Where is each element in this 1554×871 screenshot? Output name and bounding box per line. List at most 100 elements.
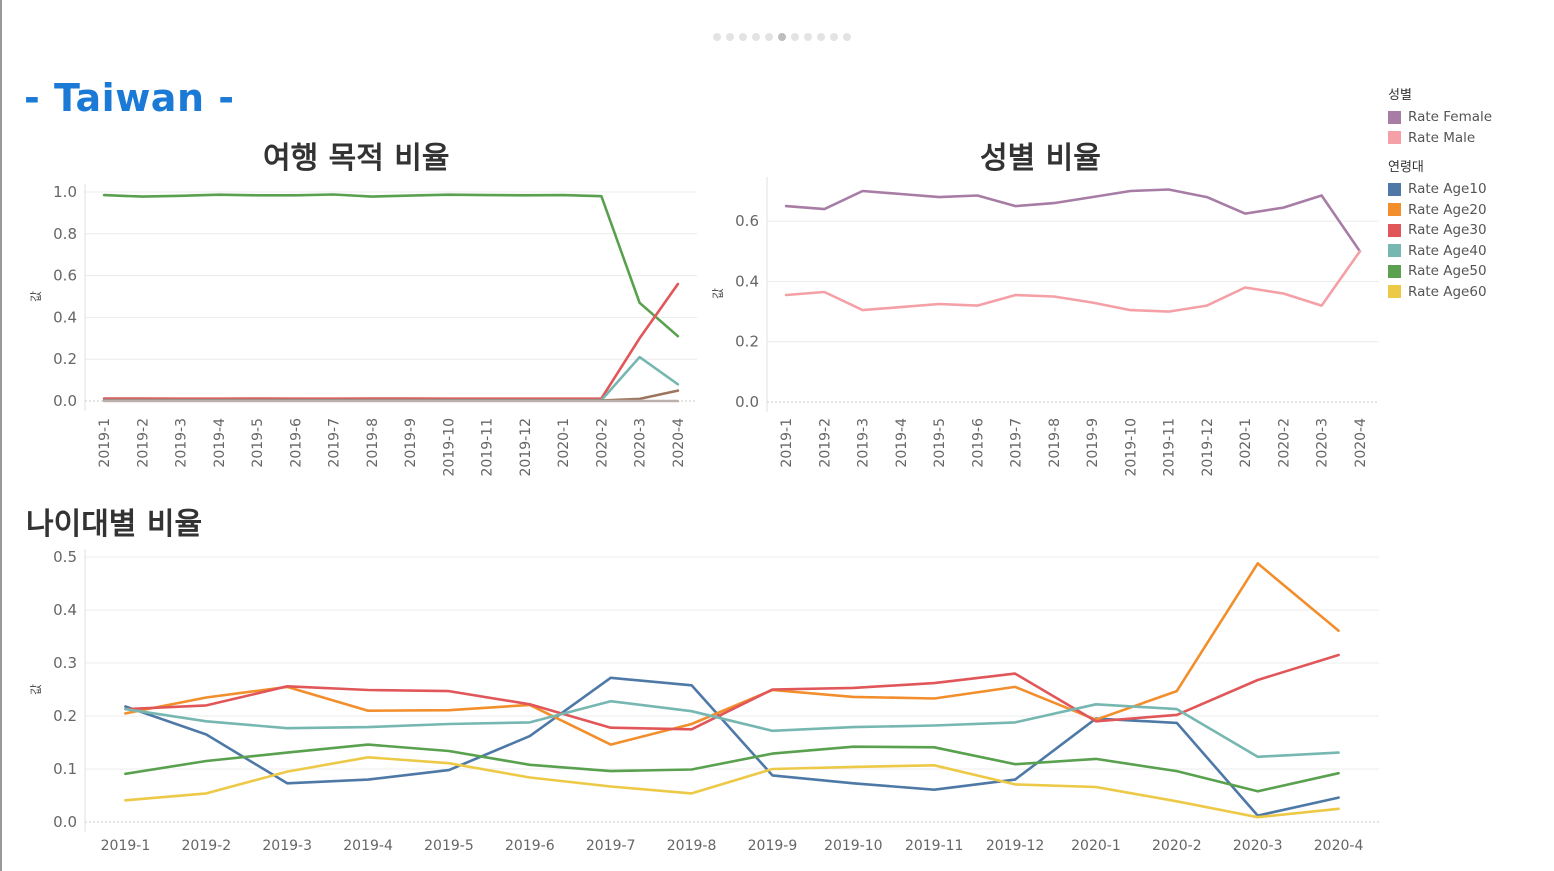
x-tick-label: 2019-10 bbox=[824, 838, 883, 854]
x-tick-label: 2019-4 bbox=[343, 838, 393, 854]
y-axis-label: 값 bbox=[711, 288, 725, 299]
legend-item-age50[interactable]: Rate Age50 bbox=[1388, 261, 1492, 282]
carousel-dot-1[interactable] bbox=[713, 33, 721, 41]
age-series-rate-age10 bbox=[124, 676, 1340, 817]
y-tick-label: 0.8 bbox=[53, 225, 77, 243]
carousel-dot-11[interactable] bbox=[843, 33, 851, 41]
legend-item-male[interactable]: Rate Male bbox=[1388, 128, 1492, 149]
legend-item-age60[interactable]: Rate Age60 bbox=[1388, 282, 1492, 303]
x-tick-label: 2019-5 bbox=[932, 418, 948, 468]
legend-item-age10[interactable]: Rate Age10 bbox=[1388, 179, 1492, 200]
carousel-dot-2[interactable] bbox=[726, 33, 734, 41]
legend-swatch-age40 bbox=[1388, 244, 1401, 258]
y-tick-label: 0.5 bbox=[53, 548, 77, 566]
y-tick-label: 0.0 bbox=[53, 392, 77, 410]
y-tick-label: 0.6 bbox=[735, 212, 759, 230]
x-tick-label: 2019-8 bbox=[1047, 418, 1063, 468]
legend-item-age30[interactable]: Rate Age30 bbox=[1388, 220, 1492, 241]
y-tick-label: 0.2 bbox=[735, 333, 759, 351]
x-tick-label: 2020-1 bbox=[1071, 838, 1121, 854]
y-tick-label: 0.0 bbox=[53, 813, 77, 831]
x-tick-label: 2020-4 bbox=[1314, 838, 1364, 854]
purpose-series-line-1 bbox=[102, 193, 680, 338]
legend-label-age60: Rate Age60 bbox=[1408, 283, 1487, 300]
legend-label-age30: Rate Age30 bbox=[1408, 222, 1487, 239]
carousel-dot-4[interactable] bbox=[752, 33, 760, 41]
gender-chart-title: 성별 비율 bbox=[980, 141, 1101, 176]
legend-label-age20: Rate Age20 bbox=[1408, 201, 1487, 218]
carousel-dot-6[interactable] bbox=[778, 33, 786, 41]
x-tick-label: 2020-1 bbox=[556, 418, 572, 468]
age-series-rate-age30 bbox=[124, 653, 1340, 731]
x-tick-label: 2019-3 bbox=[174, 418, 190, 468]
x-tick-label: 2019-2 bbox=[182, 838, 232, 854]
age-series-rate-age60 bbox=[124, 755, 1340, 819]
carousel-dot-8[interactable] bbox=[804, 33, 812, 41]
x-tick-label: 2019-7 bbox=[586, 838, 636, 854]
y-tick-label: 0.0 bbox=[735, 393, 759, 411]
legend-swatch-age10 bbox=[1388, 182, 1401, 196]
x-tick-label: 2019-7 bbox=[1009, 418, 1025, 468]
x-tick-label: 2019-4 bbox=[894, 418, 910, 468]
x-tick-label: 2019-5 bbox=[424, 838, 474, 854]
x-tick-label: 2019-11 bbox=[905, 838, 964, 854]
gender-series-rate-female bbox=[784, 188, 1362, 253]
legend-swatch-age60 bbox=[1388, 285, 1401, 299]
legend-item-age20[interactable]: Rate Age20 bbox=[1388, 200, 1492, 221]
age-legend-title: 연령대 bbox=[1388, 160, 1424, 175]
carousel-dot-9[interactable] bbox=[817, 33, 825, 41]
x-tick-label: 2019-11 bbox=[1162, 418, 1178, 477]
x-tick-label: 2020-3 bbox=[1233, 838, 1283, 854]
x-tick-label: 2020-4 bbox=[671, 418, 687, 468]
y-tick-label: 0.2 bbox=[53, 350, 77, 368]
x-tick-label: 2019-6 bbox=[505, 838, 555, 854]
x-tick-label: 2019-12 bbox=[986, 838, 1045, 854]
legend-label-female: Rate Female bbox=[1408, 109, 1493, 126]
gender-series-rate-male bbox=[784, 250, 1362, 313]
carousel-pagination[interactable] bbox=[713, 33, 851, 41]
x-tick-label: 2019-9 bbox=[403, 418, 419, 468]
carousel-dot-7[interactable] bbox=[791, 33, 799, 41]
x-tick-label: 2019-10 bbox=[1123, 418, 1139, 477]
x-tick-label: 2020-1 bbox=[1238, 418, 1254, 468]
x-tick-label: 2019-8 bbox=[365, 418, 381, 468]
purpose-chart: 0.0 0.2 0.4 0.6 0.8 1.0 값 2019-1 2019-2 2019-3 201… bbox=[29, 183, 697, 477]
x-tick-label: 2019-9 bbox=[1085, 418, 1101, 468]
x-tick-label: 2019-12 bbox=[518, 418, 534, 477]
age-chart: 0.0 0.1 0.2 0.3 0.4 0.5 값 2019-1 2019-2 2019-3 201… bbox=[29, 548, 1379, 854]
y-tick-label: 0.4 bbox=[735, 272, 759, 290]
y-tick-label: 0.6 bbox=[53, 267, 77, 285]
legend-label-male: Rate Male bbox=[1408, 129, 1476, 146]
x-tick-label: 2020-2 bbox=[1152, 838, 1202, 854]
page-title: - Taiwan - bbox=[24, 76, 235, 120]
gender-legend-title: 성별 bbox=[1388, 88, 1412, 103]
purpose-chart-title: 여행 목적 비율 bbox=[263, 141, 450, 176]
y-axis-label: 값 bbox=[29, 684, 43, 695]
window-edge bbox=[0, 0, 2, 871]
x-tick-label: 2020-2 bbox=[1276, 418, 1292, 468]
y-tick-label: 1.0 bbox=[53, 183, 77, 201]
x-tick-label: 2019-1 bbox=[101, 838, 151, 854]
x-tick-label: 2019-4 bbox=[212, 418, 228, 468]
x-tick-label: 2020-2 bbox=[594, 418, 610, 468]
y-tick-label: 0.4 bbox=[53, 601, 77, 619]
x-tick-label: 2020-3 bbox=[633, 418, 649, 468]
legend-label-age10: Rate Age10 bbox=[1408, 181, 1487, 198]
gender-chart: 0.0 0.2 0.4 0.6 값 2019-1 2019-2 2019-3 2019-4 201… bbox=[711, 177, 1379, 477]
y-tick-label: 0.1 bbox=[53, 760, 77, 778]
carousel-dot-3[interactable] bbox=[739, 33, 747, 41]
age-series-rate-age40 bbox=[124, 699, 1340, 759]
legend-item-age40[interactable]: Rate Age40 bbox=[1388, 241, 1492, 262]
carousel-dot-10[interactable] bbox=[830, 33, 838, 41]
purpose-series-line-2 bbox=[102, 282, 680, 401]
y-tick-label: 0.3 bbox=[53, 654, 77, 672]
x-tick-label: 2019-11 bbox=[480, 418, 496, 477]
y-axis-label: 값 bbox=[29, 291, 43, 302]
x-tick-label: 2019-2 bbox=[135, 418, 151, 468]
x-tick-label: 2019-12 bbox=[1200, 418, 1216, 477]
legend-swatch-age30 bbox=[1388, 223, 1401, 237]
carousel-dot-5[interactable] bbox=[765, 33, 773, 41]
legend-item-female[interactable]: Rate Female bbox=[1388, 107, 1492, 128]
legend-label-age50: Rate Age50 bbox=[1408, 263, 1487, 280]
